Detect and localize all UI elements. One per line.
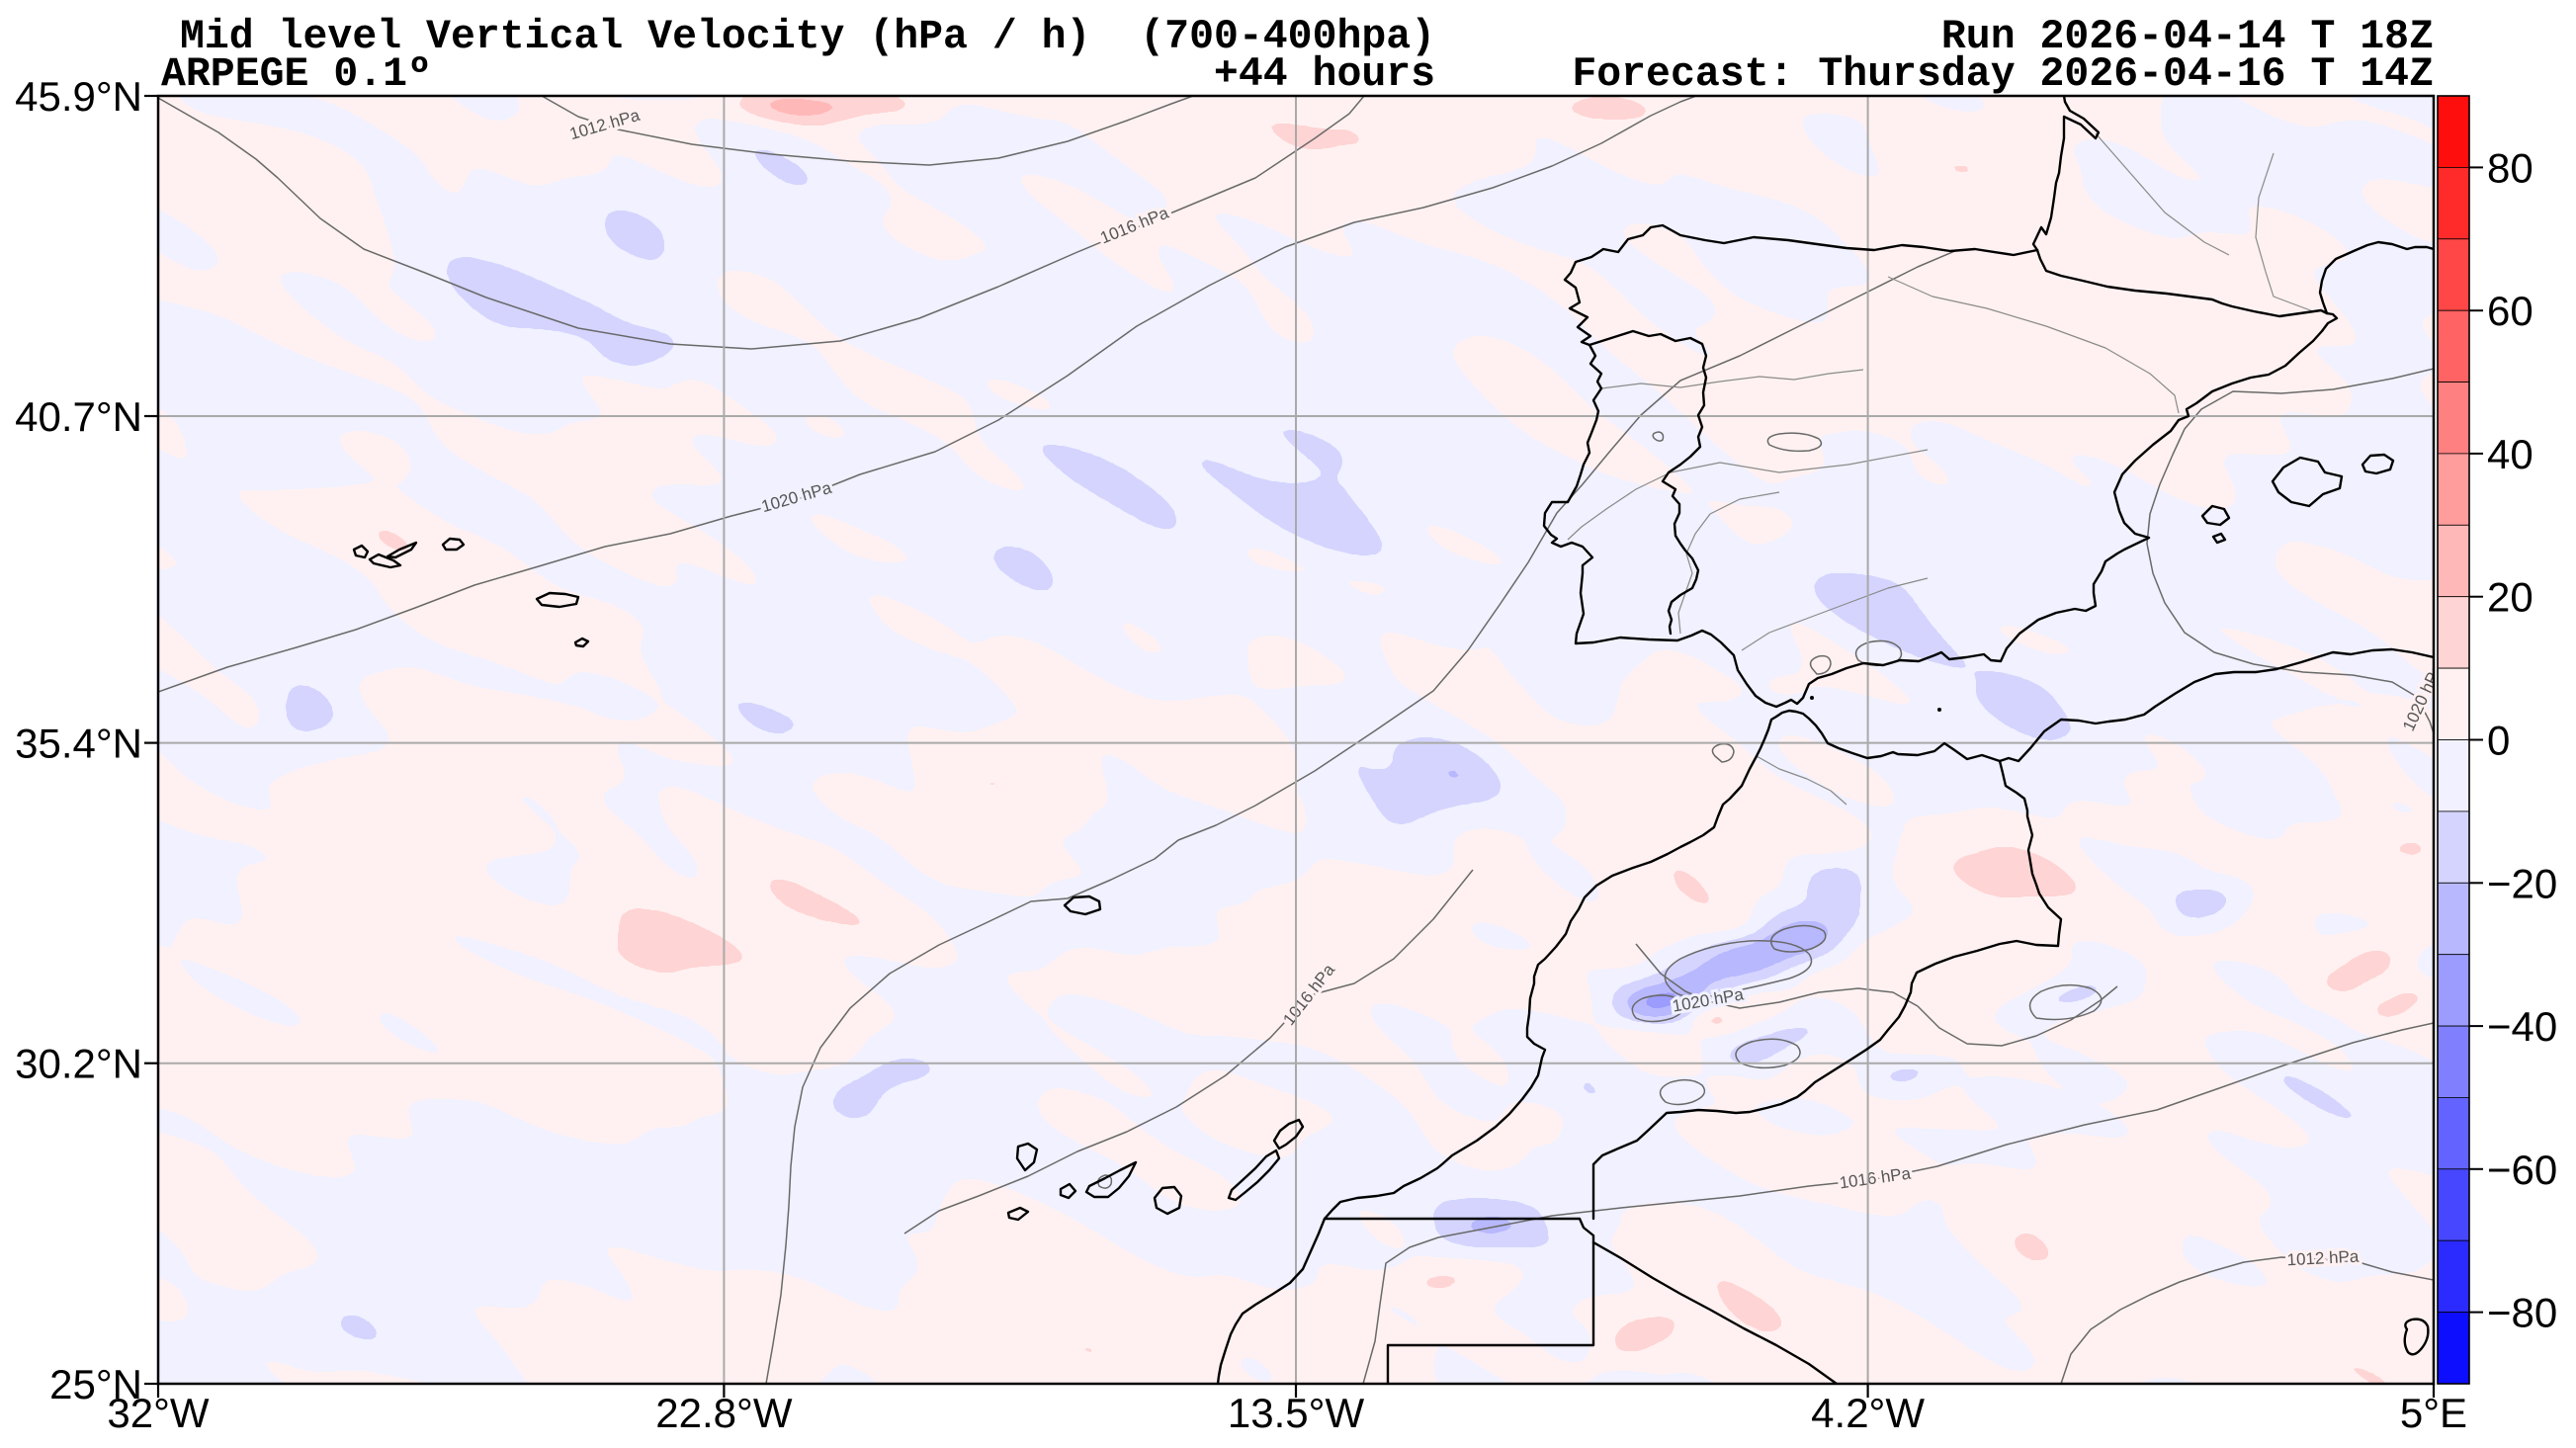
svg-text:30.2°N: 30.2°N (15, 1041, 142, 1087)
svg-text:−40: −40 (2487, 1003, 2557, 1050)
svg-text:45.9°N: 45.9°N (15, 73, 142, 120)
svg-text:25°N: 25°N (49, 1361, 142, 1407)
svg-text:22.8°W: 22.8°W (655, 1390, 793, 1436)
svg-text:Mid level Vertical Velocity (h: Mid level Vertical Velocity (hPa / h) (7… (180, 14, 1435, 60)
svg-text:60: 60 (2487, 288, 2533, 334)
svg-text:Run 2026-04-14 T 18Z: Run 2026-04-14 T 18Z (1941, 14, 2434, 60)
svg-text:35.4°N: 35.4°N (15, 721, 142, 767)
svg-text:ARPEGE 0.1º: ARPEGE 0.1º (161, 51, 432, 98)
svg-text:40: 40 (2487, 431, 2533, 477)
svg-text:+44 hours: +44 hours (1214, 51, 1435, 98)
svg-text:4.2°W: 4.2°W (1811, 1390, 1925, 1436)
svg-text:−20: −20 (2487, 860, 2557, 906)
svg-text:−60: −60 (2487, 1147, 2557, 1193)
svg-text:0: 0 (2487, 718, 2510, 764)
svg-text:5°E: 5°E (2400, 1390, 2467, 1436)
svg-text:Forecast: Thursday 2026-04-16: Forecast: Thursday 2026-04-16 T 14Z (1572, 51, 2434, 98)
svg-text:80: 80 (2487, 144, 2533, 191)
svg-text:20: 20 (2487, 574, 2533, 621)
svg-text:40.7°N: 40.7°N (15, 393, 142, 440)
svg-text:13.5°W: 13.5°W (1228, 1390, 1365, 1436)
svg-text:−80: −80 (2487, 1290, 2557, 1336)
svg-text:32°W: 32°W (107, 1390, 210, 1436)
svg-text:1012 hPa: 1012 hPa (2286, 1247, 2360, 1270)
